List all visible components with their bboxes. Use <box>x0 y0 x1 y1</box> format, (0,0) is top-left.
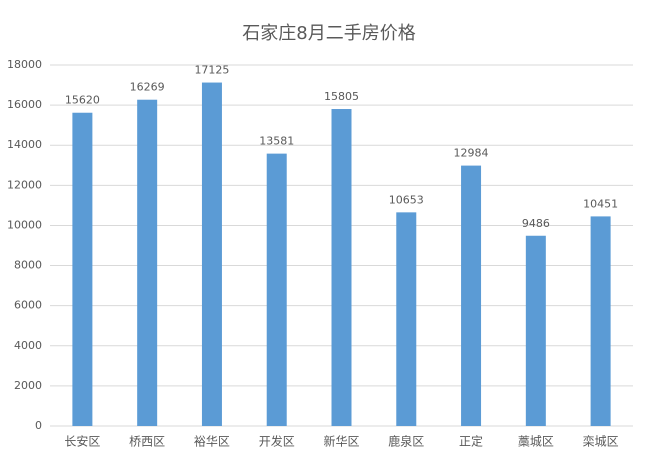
y-tick-label: 16000 <box>7 98 42 111</box>
y-tick-label: 10000 <box>7 218 42 231</box>
value-label: 17125 <box>194 64 229 77</box>
y-tick-label: 6000 <box>14 299 42 312</box>
value-label: 15620 <box>65 94 100 107</box>
value-label: 9486 <box>522 217 550 230</box>
value-label: 12984 <box>454 147 489 160</box>
x-tick-label: 藁城区 <box>518 435 554 449</box>
value-label: 10451 <box>583 197 618 210</box>
bar <box>72 112 93 426</box>
x-tick-label: 裕华区 <box>194 434 230 449</box>
bar <box>137 99 158 427</box>
x-tick-label: 新华区 <box>323 434 359 449</box>
bar <box>331 109 352 426</box>
y-tick-label: 12000 <box>7 178 42 191</box>
x-tick-label: 桥西区 <box>129 435 165 449</box>
x-tick-label: 正定 <box>459 434 483 449</box>
y-tick-label: 18000 <box>7 58 42 71</box>
bar <box>396 212 417 426</box>
x-tick-label: 栾城区 <box>583 434 619 449</box>
value-label: 10653 <box>389 193 424 206</box>
bar <box>590 216 611 426</box>
value-label: 15805 <box>324 90 359 103</box>
x-tick-label: 开发区 <box>259 434 295 449</box>
y-tick-label: 0 <box>35 419 42 432</box>
chart-title: 石家庄8月二手房价格 <box>242 23 415 44</box>
x-tick-label: 鹿泉区 <box>388 434 424 449</box>
y-tick-label: 2000 <box>14 379 42 392</box>
bar <box>201 82 222 426</box>
value-label: 16269 <box>130 81 165 94</box>
x-tick-label: 长安区 <box>64 434 100 449</box>
bar <box>525 235 546 426</box>
value-label: 13581 <box>259 135 294 148</box>
y-tick-label: 4000 <box>14 339 42 352</box>
bar <box>461 165 482 426</box>
y-tick-label: 14000 <box>7 138 42 151</box>
y-tick-label: 8000 <box>14 259 42 272</box>
bar <box>266 153 287 427</box>
